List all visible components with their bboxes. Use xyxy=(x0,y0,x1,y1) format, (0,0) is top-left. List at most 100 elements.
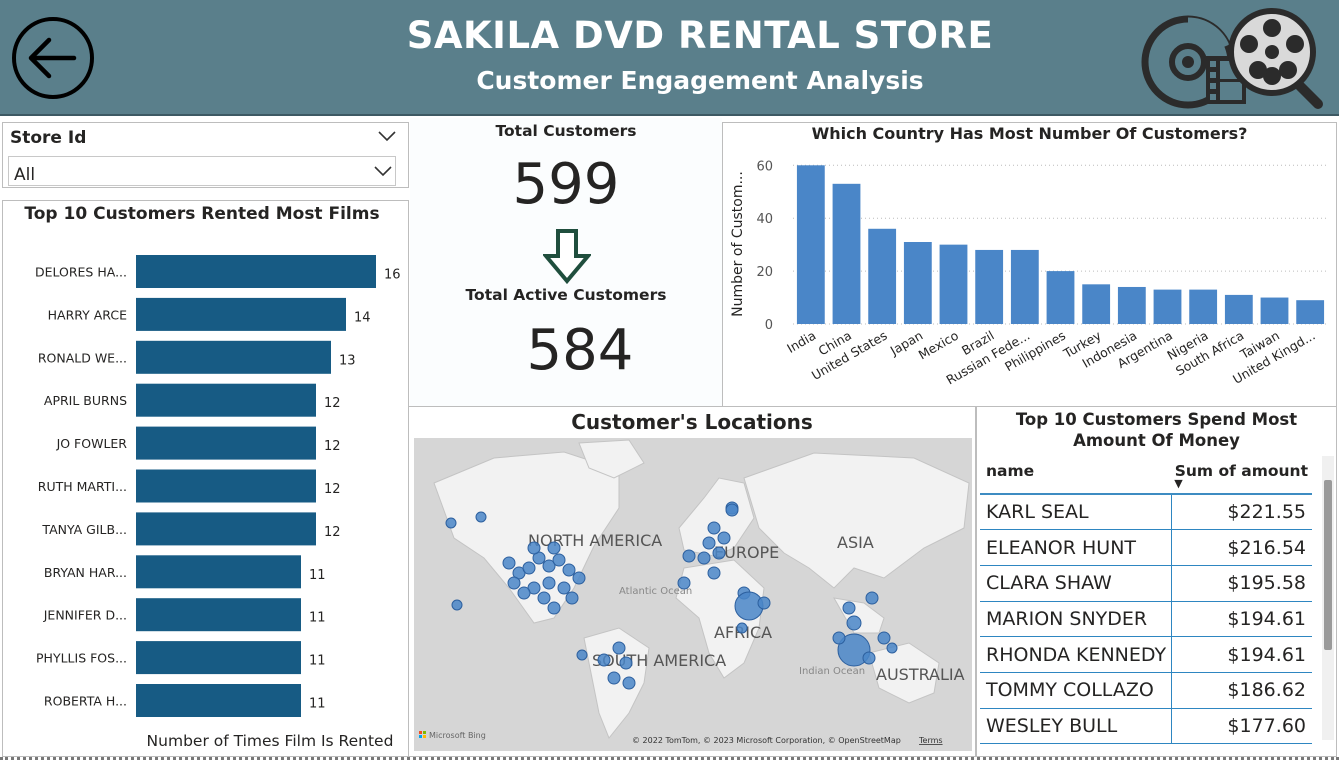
bar[interactable] xyxy=(136,598,301,632)
location-dot[interactable] xyxy=(886,642,898,654)
bar[interactable] xyxy=(1189,289,1218,324)
table-scrollbar-thumb[interactable] xyxy=(1324,480,1332,650)
bar[interactable] xyxy=(1010,249,1039,324)
bar[interactable] xyxy=(1296,300,1325,324)
location-dot[interactable] xyxy=(542,576,556,590)
location-dot[interactable] xyxy=(619,656,633,670)
bar[interactable] xyxy=(136,555,301,589)
location-dot[interactable] xyxy=(562,563,576,577)
location-dot[interactable] xyxy=(832,631,846,645)
location-dot[interactable] xyxy=(707,521,721,535)
location-dot[interactable] xyxy=(837,633,871,667)
location-dot[interactable] xyxy=(607,671,621,685)
bar[interactable] xyxy=(939,244,968,324)
bar[interactable] xyxy=(136,512,316,546)
bar[interactable] xyxy=(796,165,825,324)
bar[interactable] xyxy=(136,340,331,374)
table-row[interactable]: KARL SEAL $221.55 xyxy=(980,494,1312,531)
location-dot[interactable] xyxy=(557,581,571,595)
bar[interactable] xyxy=(1153,289,1182,324)
column-header-amount[interactable]: Sum of amount ▼ xyxy=(1171,456,1312,495)
bar[interactable] xyxy=(832,183,861,324)
location-dot[interactable] xyxy=(517,586,531,600)
map-label-north-america: NORTH AMERICA xyxy=(528,531,662,550)
location-dot[interactable] xyxy=(707,566,721,580)
location-dot[interactable] xyxy=(697,551,711,565)
location-dot[interactable] xyxy=(682,549,696,563)
map-label-south-america: SOUTH AMERICA xyxy=(592,651,726,670)
bar[interactable] xyxy=(136,255,376,288)
back-button[interactable] xyxy=(12,17,94,99)
table-row[interactable]: TOMMY COLLAZO $186.62 xyxy=(980,672,1312,709)
bar[interactable] xyxy=(1224,294,1253,324)
store-filter-dropdown[interactable] xyxy=(8,156,396,186)
map-label-asia: ASIA xyxy=(837,533,874,552)
location-dot[interactable] xyxy=(445,517,457,529)
bar[interactable] xyxy=(903,242,932,324)
map-brand: Microsoft Bing xyxy=(429,731,486,740)
location-dot[interactable] xyxy=(842,601,856,615)
location-dot[interactable] xyxy=(702,536,716,550)
total-customers-value: 599 xyxy=(512,152,620,217)
bar[interactable] xyxy=(136,684,301,717)
data-label: 12 xyxy=(324,482,341,497)
bar[interactable] xyxy=(975,249,1004,324)
bar[interactable] xyxy=(1260,297,1289,324)
location-dot[interactable] xyxy=(475,511,487,523)
bar[interactable] xyxy=(1082,284,1111,324)
map-label-europe: EUROPE xyxy=(714,543,779,562)
table-row[interactable]: MARION SNYDER $194.61 xyxy=(980,601,1312,638)
location-dot[interactable] xyxy=(507,576,521,590)
location-dot[interactable] xyxy=(547,601,561,615)
total-customers-label: Total Customers xyxy=(495,122,637,140)
bar[interactable] xyxy=(136,426,316,460)
location-dot[interactable] xyxy=(572,571,586,585)
location-dot[interactable] xyxy=(547,541,561,555)
location-dot[interactable] xyxy=(712,546,726,560)
bar[interactable] xyxy=(136,641,301,675)
location-dot[interactable] xyxy=(522,561,536,575)
bar[interactable] xyxy=(868,228,897,324)
location-dot[interactable] xyxy=(862,651,876,665)
chevron-down-icon[interactable] xyxy=(372,163,394,179)
cell-amount: $216.54 xyxy=(1170,529,1312,566)
bar[interactable] xyxy=(136,297,346,331)
bar[interactable] xyxy=(136,469,316,503)
bar[interactable] xyxy=(1117,286,1146,324)
arrow-down-icon xyxy=(543,229,591,284)
data-label: 14 xyxy=(354,310,371,325)
customer-locations-map[interactable]: NORTH AMERICA EUROPE ASIA AFRICA SOUTH A… xyxy=(414,438,972,751)
table-row[interactable]: CLARA SHAW $195.58 xyxy=(980,565,1312,602)
location-dot[interactable] xyxy=(877,631,891,645)
location-dot[interactable] xyxy=(502,556,516,570)
location-dot[interactable] xyxy=(865,591,879,605)
location-dot[interactable] xyxy=(757,596,771,610)
location-dot[interactable] xyxy=(677,576,691,590)
column-header-name[interactable]: name xyxy=(980,456,1172,495)
location-dot[interactable] xyxy=(565,591,579,605)
location-dot[interactable] xyxy=(527,541,541,555)
bar[interactable] xyxy=(136,383,316,417)
table-row[interactable]: ELEANOR HUNT $216.54 xyxy=(980,529,1312,566)
table-row[interactable]: RHONDA KENNEDY $194.61 xyxy=(980,636,1312,673)
location-dot[interactable] xyxy=(537,591,551,605)
bar[interactable] xyxy=(1046,271,1075,324)
location-dot[interactable] xyxy=(725,503,739,517)
map-terms-link[interactable]: Terms xyxy=(918,736,943,745)
location-dot[interactable] xyxy=(717,531,731,545)
collapse-chevron-icon[interactable] xyxy=(376,128,398,144)
header-banner xyxy=(0,0,1339,116)
location-dot[interactable] xyxy=(846,615,862,631)
location-dot[interactable] xyxy=(597,653,611,667)
location-dot[interactable] xyxy=(451,599,463,611)
data-label: 12 xyxy=(324,439,341,454)
location-dot[interactable] xyxy=(622,676,636,690)
location-dot[interactable] xyxy=(552,553,566,567)
category-label: ROBERTA H... xyxy=(44,694,127,709)
location-dot[interactable] xyxy=(576,649,588,661)
location-dot[interactable] xyxy=(612,641,626,655)
table-row[interactable]: WESLEY BULL $177.60 xyxy=(980,708,1312,745)
data-label: 11 xyxy=(309,654,326,669)
location-dot[interactable] xyxy=(542,559,556,573)
location-dot[interactable] xyxy=(736,622,748,634)
